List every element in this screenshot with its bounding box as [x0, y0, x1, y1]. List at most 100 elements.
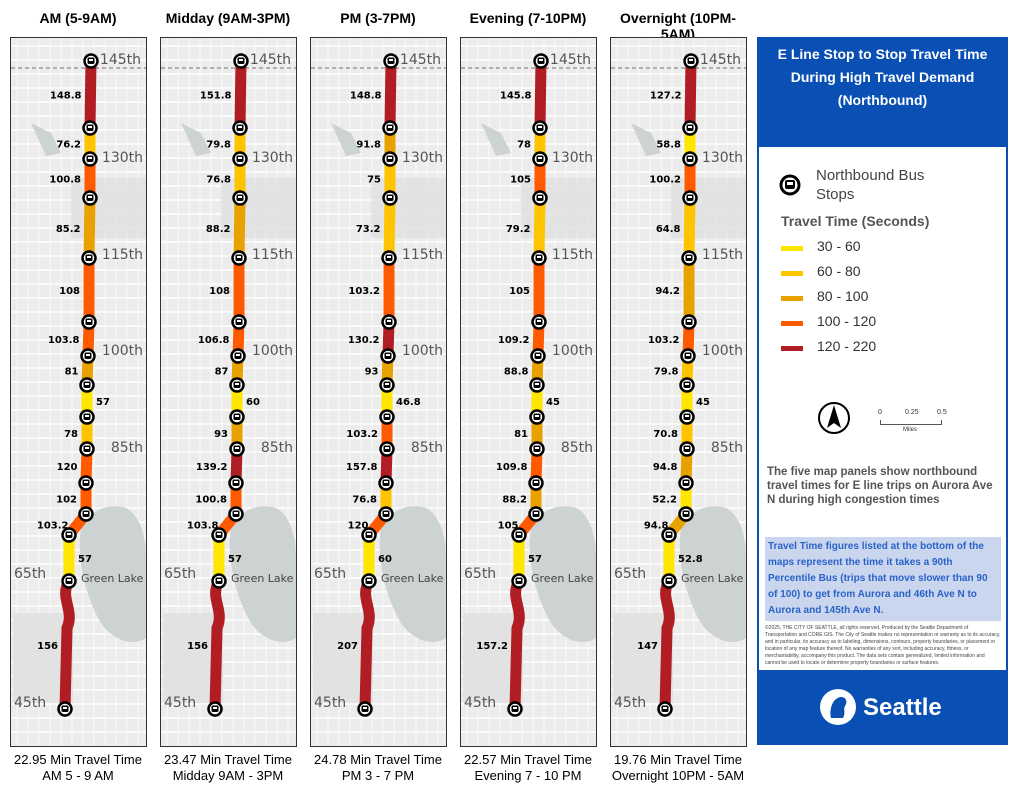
bus-stop-icon[interactable]	[511, 527, 527, 543]
bus-stop-icon[interactable]	[79, 377, 95, 393]
bus-stop-icon[interactable]	[83, 53, 99, 69]
bus-stop-icon[interactable]	[681, 314, 697, 330]
bus-stop-icon[interactable]	[207, 701, 223, 717]
scale-unit: Miles	[903, 427, 918, 433]
bus-stop-icon[interactable]	[679, 377, 695, 393]
bus-stop-icon[interactable]	[61, 527, 77, 543]
bus-stop-icon[interactable]	[211, 573, 227, 589]
bus-stop-icon[interactable]	[682, 151, 698, 167]
bus-stop-icon[interactable]	[232, 190, 248, 206]
bus-stop-icon[interactable]	[379, 441, 395, 457]
bus-stop-icon[interactable]	[228, 506, 244, 522]
segment-time-label: 100.2	[649, 175, 681, 186]
bus-stop-icon[interactable]	[211, 527, 227, 543]
bus-stop-icon[interactable]	[230, 348, 246, 364]
bus-stop-icon[interactable]	[661, 573, 677, 589]
range-label: 100 - 120	[817, 313, 877, 329]
bus-stop-icon[interactable]	[382, 151, 398, 167]
bus-stop-icon[interactable]	[78, 475, 94, 491]
bus-stop-icon[interactable]	[661, 527, 677, 543]
bus-stop-icon[interactable]	[680, 348, 696, 364]
bus-stop-icon[interactable]	[79, 409, 95, 425]
bus-stop-icon[interactable]	[682, 190, 698, 206]
segment-time-label: 76.2	[56, 140, 81, 151]
segment-time-label: 93	[365, 367, 379, 378]
bus-stop-icon[interactable]	[82, 190, 98, 206]
route-segment	[234, 60, 247, 129]
bus-stop-icon[interactable]	[231, 314, 247, 330]
bus-stop-icon[interactable]	[231, 250, 247, 266]
bus-stop-icon[interactable]	[361, 573, 377, 589]
bus-stop-icon[interactable]	[378, 475, 394, 491]
period-label: PM 3 - 7 PM	[341, 768, 415, 783]
segment-time-label: 91.8	[356, 140, 381, 151]
bus-stop-icon[interactable]	[528, 475, 544, 491]
street-label: 145th	[400, 52, 441, 68]
bus-stop-icon[interactable]	[379, 409, 395, 425]
bus-stop-icon[interactable]	[679, 409, 695, 425]
street-label: 100th	[402, 343, 443, 359]
route-segment	[83, 197, 96, 259]
bus-stop-icon[interactable]	[57, 701, 73, 717]
segment-time-label: 57	[96, 397, 110, 408]
bus-stop-icon[interactable]	[532, 151, 548, 167]
bus-stop-icon[interactable]	[229, 441, 245, 457]
bus-stop-icon[interactable]	[61, 573, 77, 589]
travel-time-total: 24.78 Min Travel Time	[314, 752, 442, 767]
bus-stop-icon[interactable]	[82, 151, 98, 167]
bus-stop-icon[interactable]	[529, 441, 545, 457]
bus-stop-icon[interactable]	[233, 53, 249, 69]
bus-stop-icon[interactable]	[530, 348, 546, 364]
bus-stop-icon[interactable]	[232, 120, 248, 136]
bus-stop-icon[interactable]	[81, 250, 97, 266]
scale-05: 0.5	[937, 409, 947, 416]
bus-stop-icon[interactable]	[228, 475, 244, 491]
bus-stop-icon[interactable]	[681, 250, 697, 266]
bus-stop-icon[interactable]	[679, 441, 695, 457]
bus-stop-icon[interactable]	[657, 701, 673, 717]
route-segment	[534, 60, 547, 129]
bus-stop-icon[interactable]	[531, 314, 547, 330]
bus-stop-icon[interactable]	[528, 506, 544, 522]
bus-stop-icon[interactable]	[529, 409, 545, 425]
bus-stop-icon[interactable]	[78, 506, 94, 522]
bus-stop-icon[interactable]	[357, 701, 373, 717]
street-label: 145th	[250, 52, 291, 68]
bus-stop-icon[interactable]	[81, 314, 97, 330]
bus-stop-icon[interactable]	[533, 53, 549, 69]
bus-stop-icon[interactable]	[82, 120, 98, 136]
segment-time-label: 60	[246, 397, 260, 408]
bus-stop-icon[interactable]	[80, 348, 96, 364]
bus-stop-icon[interactable]	[382, 120, 398, 136]
bus-stop-icon[interactable]	[678, 506, 694, 522]
bus-stop-icon[interactable]	[381, 314, 397, 330]
segment-time-label: 106.8	[198, 335, 230, 346]
bus-stop-icon[interactable]	[529, 377, 545, 393]
bus-stop-icon[interactable]	[229, 409, 245, 425]
segment-time-label: 148.8	[50, 91, 82, 102]
segment-time-label: 109.8	[496, 462, 528, 473]
bus-stop-icon[interactable]	[682, 120, 698, 136]
bus-stop-icon[interactable]	[383, 53, 399, 69]
bus-stop-icon[interactable]	[229, 377, 245, 393]
bus-stop-icon[interactable]	[381, 250, 397, 266]
panel-title: AM (5-9AM)	[39, 10, 117, 26]
bus-stop-icon[interactable]	[507, 701, 523, 717]
bus-stop-icon[interactable]	[361, 527, 377, 543]
bus-stop-icon[interactable]	[79, 441, 95, 457]
bus-stop-icon[interactable]	[232, 151, 248, 167]
bus-stop-icon[interactable]	[532, 190, 548, 206]
bus-stop-icon	[779, 174, 801, 196]
bus-stop-icon[interactable]	[382, 190, 398, 206]
bus-stop-icon[interactable]	[380, 348, 396, 364]
route-segment	[533, 197, 546, 259]
bus-stop-icon[interactable]	[379, 377, 395, 393]
segment-time-label: 103.2	[346, 429, 378, 440]
bus-stop-icon[interactable]	[683, 53, 699, 69]
bus-stop-icon[interactable]	[678, 475, 694, 491]
bus-stop-icon[interactable]	[531, 250, 547, 266]
bus-stop-icon[interactable]	[532, 120, 548, 136]
route-segment	[233, 197, 246, 259]
bus-stop-icon[interactable]	[378, 506, 394, 522]
bus-stop-icon[interactable]	[511, 573, 527, 589]
